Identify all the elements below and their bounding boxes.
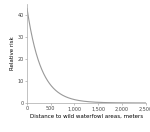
X-axis label: Distance to wild waterfowl areas, meters: Distance to wild waterfowl areas, meters xyxy=(30,114,143,119)
Y-axis label: Relative risk: Relative risk xyxy=(10,37,15,70)
